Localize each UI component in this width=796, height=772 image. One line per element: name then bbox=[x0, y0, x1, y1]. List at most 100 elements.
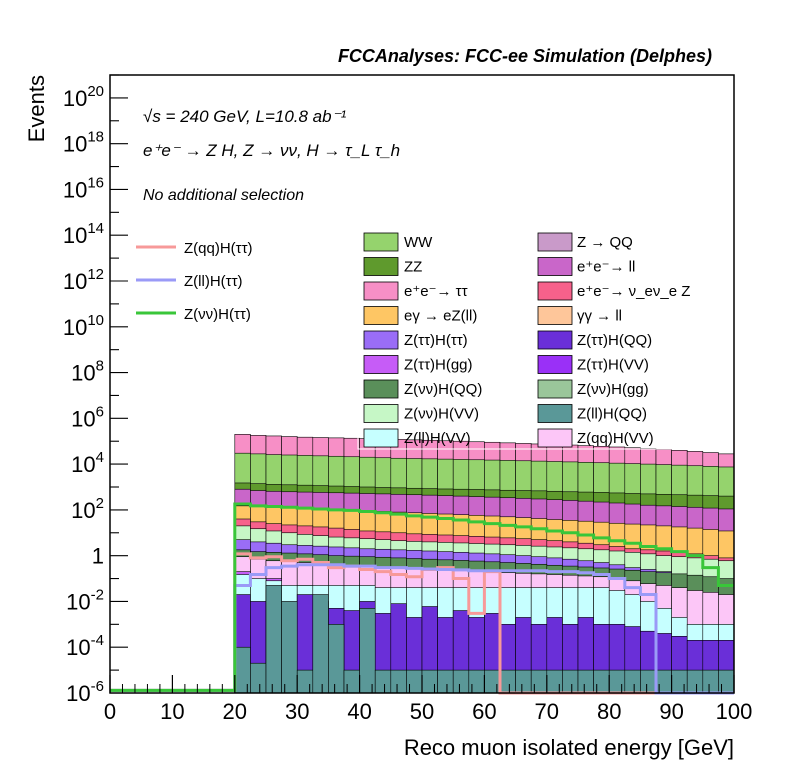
legend-fill-swatch bbox=[537, 281, 573, 301]
legend-fill-swatch bbox=[537, 306, 573, 325]
stack-z-ll-h-qq bbox=[234, 585, 735, 694]
bar bbox=[328, 624, 345, 694]
bar bbox=[655, 669, 672, 694]
y-tick-label: 108 bbox=[71, 358, 104, 386]
bar bbox=[546, 669, 563, 694]
legend-entry: Z(ll)H(ττ) bbox=[184, 273, 243, 290]
y-tick-label: 1016 bbox=[63, 174, 104, 202]
bar bbox=[468, 669, 485, 694]
legend-fill-swatch bbox=[363, 281, 399, 301]
legend-fill-swatch bbox=[363, 257, 399, 276]
y-tick-label: 1018 bbox=[63, 129, 104, 157]
y-tick-label: 1010 bbox=[63, 312, 104, 340]
legend-fill-swatch bbox=[537, 428, 573, 448]
bar bbox=[421, 669, 438, 694]
legend-entry: Z(ττ)H(gg) bbox=[404, 357, 473, 374]
bar bbox=[265, 585, 282, 694]
line-z-h bbox=[110, 502, 734, 692]
bar bbox=[577, 669, 594, 694]
bar bbox=[702, 669, 719, 694]
legend-box bbox=[357, 231, 709, 450]
bar bbox=[390, 669, 407, 694]
legend-entry: Z(qq)H(ττ) bbox=[184, 240, 253, 257]
bar bbox=[359, 608, 376, 694]
x-tick-label: 50 bbox=[410, 699, 434, 724]
y-tick-label: 10-4 bbox=[66, 632, 104, 660]
bar bbox=[530, 669, 548, 694]
bar bbox=[281, 601, 298, 694]
bar bbox=[312, 594, 329, 694]
bar bbox=[406, 669, 423, 694]
x-tick-label: 0 bbox=[104, 699, 116, 724]
legend-entry: Z(ττ)H(VV) bbox=[577, 357, 649, 374]
legend-fill-swatch bbox=[537, 355, 573, 374]
bar bbox=[624, 669, 641, 694]
x-tick-label: 20 bbox=[223, 699, 247, 724]
legend-fill-swatch bbox=[363, 404, 399, 423]
y-tick-label: 104 bbox=[71, 449, 104, 477]
legend-entry: Z(νν)H(VV) bbox=[404, 406, 479, 423]
y-tick-label: 1020 bbox=[63, 83, 104, 111]
legend-entry: Z(νν)H(QQ) bbox=[404, 381, 482, 398]
y-tick-label: 10-2 bbox=[66, 586, 104, 614]
legend-entry: Z(ττ)H(QQ) bbox=[577, 332, 652, 349]
legend-fill-swatch bbox=[363, 428, 399, 448]
legend-fill-swatch bbox=[363, 379, 399, 399]
x-tick-label: 100 bbox=[716, 699, 753, 724]
x-axis-title: Reco muon isolated energy [GeV] bbox=[404, 735, 734, 760]
bar bbox=[250, 662, 267, 694]
bar bbox=[718, 669, 735, 694]
bar bbox=[686, 669, 704, 694]
legend-entry: ZZ bbox=[404, 259, 422, 276]
y-tick-label: 102 bbox=[71, 495, 104, 523]
bar bbox=[499, 669, 516, 694]
y-tick-label: 1012 bbox=[63, 266, 104, 294]
x-tick-label: 10 bbox=[160, 699, 184, 724]
y-tick-label: 10-6 bbox=[66, 678, 104, 706]
legend-fill-swatch bbox=[537, 330, 573, 350]
bar bbox=[640, 669, 657, 694]
legend-entry: eγ → eZ(ll) bbox=[404, 308, 477, 325]
legend-entry: e⁺e⁻→ ll bbox=[577, 259, 635, 276]
process-label: e⁺e⁻ → Z H, Z → νν, H → τ_L τ_h bbox=[143, 141, 400, 160]
bar bbox=[437, 669, 454, 694]
legend-fill-swatch bbox=[537, 257, 573, 276]
y-tick-label: 1 bbox=[92, 544, 104, 569]
legend-entry: Z(qq)H(VV) bbox=[577, 430, 654, 447]
x-tick-label: 60 bbox=[472, 699, 496, 724]
x-tick-label: 30 bbox=[285, 699, 309, 724]
legend-fill-swatch bbox=[363, 232, 399, 252]
selection-label: No additional selection bbox=[143, 187, 304, 204]
legend-fill-swatch bbox=[363, 306, 399, 325]
energy-lumi-label: √s = 240 GeV, L=10.8 ab⁻¹ bbox=[143, 107, 347, 126]
legend-entry: Z(ll)H(QQ) bbox=[577, 406, 647, 423]
legend-fill-swatch bbox=[363, 330, 399, 350]
stacked-histogram bbox=[234, 434, 735, 694]
x-tick-label: 90 bbox=[659, 699, 683, 724]
bar bbox=[296, 669, 314, 694]
chart-header: FCCAnalyses: FCC-ee Simulation (Delphes) bbox=[338, 46, 712, 66]
x-axis: 0 10 20 30 40 50 60 70 80 90 100 bbox=[104, 675, 752, 724]
x-tick-label: 80 bbox=[597, 699, 621, 724]
bar bbox=[593, 669, 610, 694]
legend-entry: Z(νν)H(ττ) bbox=[184, 306, 251, 323]
line-z-ll-h bbox=[110, 563, 734, 695]
legend-entry: e⁺e⁻→ ττ bbox=[404, 283, 468, 300]
legend-entry: e⁺e⁻→ ν_eν_e Z bbox=[577, 283, 690, 300]
legend-fill-swatch bbox=[537, 404, 573, 423]
x-tick-label: 70 bbox=[535, 699, 559, 724]
bar bbox=[343, 669, 360, 694]
x-tick-label: 40 bbox=[347, 699, 371, 724]
legend: Z(qq)H(ττ) Z(ll)H(ττ) Z(νν)H(ττ) WW ZZ e⁺e⁻→ … bbox=[136, 232, 690, 448]
bar bbox=[452, 669, 470, 694]
bar bbox=[515, 669, 532, 694]
bar bbox=[608, 669, 626, 694]
legend-fill-swatch bbox=[363, 355, 399, 374]
legend-entry: γγ → ll bbox=[577, 308, 622, 325]
legend-entry: Z(ττ)H(ττ) bbox=[404, 332, 468, 349]
bar bbox=[234, 646, 251, 694]
legend-fill-swatch bbox=[537, 232, 573, 252]
y-axis-title: Events bbox=[24, 75, 49, 142]
y-tick-label: 106 bbox=[71, 403, 104, 431]
